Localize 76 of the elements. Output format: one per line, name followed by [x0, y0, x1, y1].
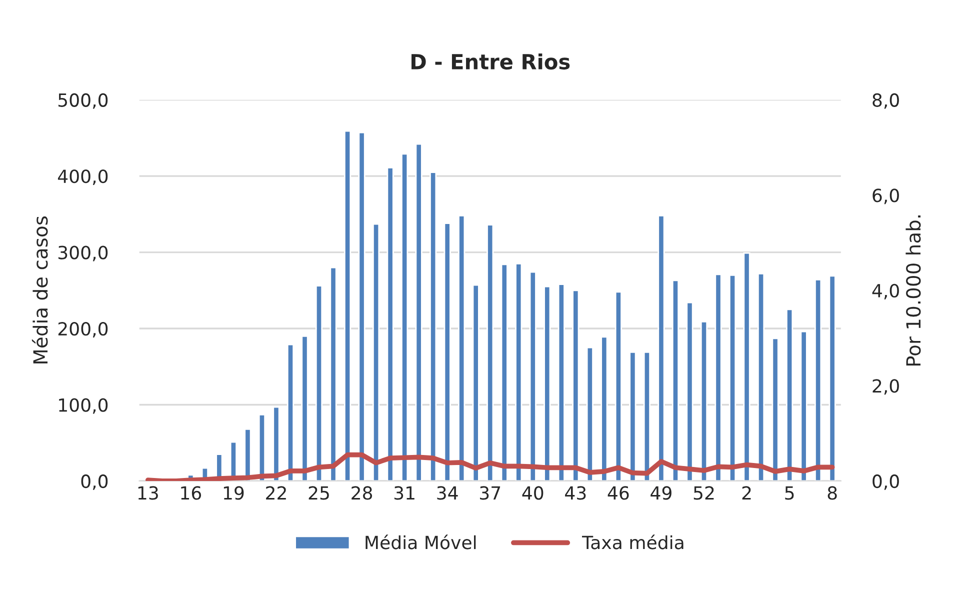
bar — [586, 346, 594, 481]
legend-label: Média Móvel — [366, 534, 476, 550]
bar — [472, 284, 480, 481]
bar — [643, 351, 651, 481]
x-tick-label: 8 — [828, 486, 837, 500]
y2-axis-title: Por 10.000 hab. — [906, 215, 921, 366]
bar — [430, 172, 437, 481]
bar — [500, 264, 508, 481]
bar — [358, 132, 366, 481]
bar — [415, 143, 422, 481]
bar — [700, 320, 708, 481]
x-tick-label: 16 — [181, 486, 202, 500]
y2-tick-label: 4,0 — [872, 284, 899, 300]
y2-tick-label: 2,0 — [872, 379, 899, 395]
chart-title: D - Entre Rios — [412, 53, 570, 70]
bar — [728, 274, 736, 481]
y-tick-label: 400,0 — [58, 170, 108, 186]
bar — [544, 286, 551, 481]
x-tick-label: 49 — [650, 486, 672, 500]
bar — [572, 290, 580, 481]
bar — [757, 272, 765, 481]
bar — [401, 153, 408, 481]
y2-tick-label: 6,0 — [872, 188, 899, 204]
bar — [301, 335, 308, 481]
x-tick-label: 52 — [694, 486, 714, 500]
bar — [814, 279, 822, 481]
x-tick-label: 46 — [608, 486, 629, 500]
bar — [486, 224, 494, 481]
y-tick-label: 300,0 — [58, 246, 108, 262]
y-tick-label: 500,0 — [58, 93, 108, 109]
bar — [614, 291, 622, 481]
y-tick-label: 200,0 — [58, 322, 108, 338]
x-tick-label: 22 — [266, 486, 286, 500]
bar — [772, 338, 779, 481]
bar — [386, 166, 394, 481]
x-tick-label: 43 — [565, 486, 586, 500]
bar — [828, 275, 836, 481]
x-tick-label: 31 — [394, 486, 414, 500]
x-tick-label: 2 — [742, 486, 751, 500]
x-tick-label: 34 — [437, 486, 458, 500]
y-axis-title: Média de casos — [32, 216, 48, 364]
x-tick-label: 40 — [522, 486, 544, 500]
bar — [629, 351, 636, 481]
bar — [658, 215, 665, 481]
x-tick-label: 25 — [308, 486, 329, 500]
y-tick-label: 0,0 — [81, 474, 108, 490]
bar — [743, 252, 750, 481]
bar — [600, 336, 608, 481]
bar — [672, 280, 680, 481]
line-series — [145, 452, 835, 481]
bar — [714, 274, 722, 481]
legend-label: Taxa média — [582, 534, 684, 550]
y-tick-label: 100,0 — [59, 398, 108, 414]
bar — [244, 428, 252, 481]
bar — [800, 330, 808, 481]
x-tick-label: 13 — [138, 486, 158, 500]
bar — [372, 223, 380, 481]
bar — [786, 308, 794, 481]
bar — [558, 284, 565, 481]
x-tick-label: 37 — [480, 486, 500, 500]
x-tick-label: 19 — [224, 486, 244, 500]
bar — [344, 130, 352, 481]
x-tick-label: 5 — [785, 486, 794, 500]
bar — [272, 406, 280, 481]
x-tick-label: 28 — [352, 486, 372, 500]
bar — [686, 302, 694, 481]
bar — [458, 215, 466, 481]
y2-tick-label: 0,0 — [872, 474, 899, 490]
y2-tick-label: 8,0 — [872, 93, 899, 109]
bar — [515, 263, 522, 481]
bar — [444, 222, 451, 481]
bar — [286, 344, 294, 481]
bar — [315, 285, 323, 481]
bar — [330, 266, 337, 481]
bar — [529, 271, 536, 481]
bar — [258, 414, 266, 481]
